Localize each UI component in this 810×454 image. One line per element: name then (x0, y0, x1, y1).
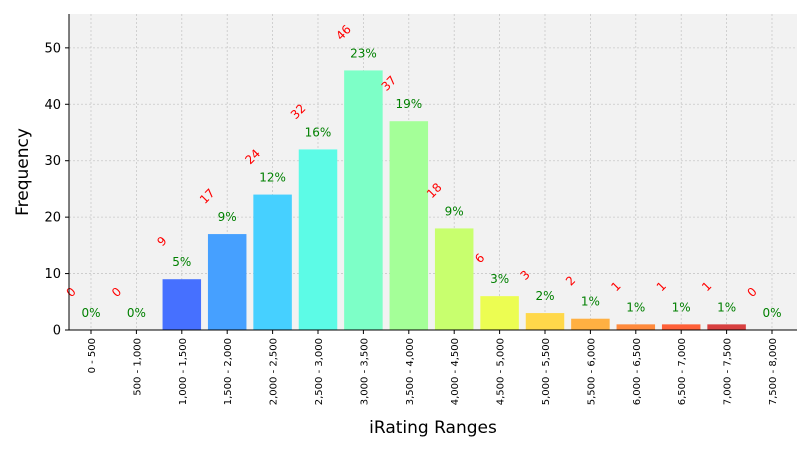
bar (434, 228, 474, 330)
percent-label: 9% (445, 204, 464, 218)
x-tick-label: 4,500 - 5,000 (496, 338, 507, 405)
bar (616, 324, 656, 330)
axes (68, 14, 797, 331)
x-tick-label: 1,500 - 2,000 (223, 338, 234, 405)
bar (162, 279, 202, 330)
y-tick-label: 50 (44, 41, 61, 56)
percent-label: 12% (259, 171, 286, 185)
percent-label: 19% (395, 97, 422, 111)
percent-label: 0% (762, 306, 781, 320)
bar (571, 318, 610, 330)
percent-label: 1% (717, 300, 736, 314)
y-axis-label: Frequency (13, 128, 33, 216)
bar (707, 324, 746, 330)
bar (480, 296, 519, 330)
y-tick-label: 10 (44, 267, 61, 282)
percent-label: 1% (581, 295, 600, 309)
x-tick-label: 2,000 - 2,500 (269, 338, 280, 405)
x-tick-label: 6,000 - 6,500 (632, 338, 643, 405)
x-tick-labels: 0 - 500 500 - 1,000 1,000 - 1,500 1,500 - 2… (87, 330, 779, 405)
bars (162, 70, 746, 330)
x-tick-label: 5,000 - 5,500 (541, 338, 552, 405)
percent-label: 2% (535, 289, 554, 303)
x-tick-label: 4,000 - 4,500 (450, 338, 461, 405)
percent-label: 9% (218, 210, 237, 224)
x-tick-label: 7,000 - 7,500 (723, 338, 734, 405)
y-tick-label: 20 (44, 211, 61, 226)
x-tick-label: 6,500 - 7,000 (677, 338, 688, 405)
percent-label: 23% (350, 46, 377, 60)
bar (389, 121, 429, 330)
y-tick-label: 40 (44, 98, 61, 113)
plot-area (69, 14, 797, 330)
x-tick-label: 1,000 - 1,500 (178, 338, 189, 405)
x-tick-label: 2,500 - 3,000 (314, 338, 325, 405)
percent-label: 1% (626, 300, 645, 314)
bar (207, 234, 247, 330)
percent-label: 1% (672, 300, 691, 314)
bar (298, 149, 338, 330)
bar (661, 324, 701, 330)
bar (344, 70, 383, 330)
y-tick-labels: 0 10 20 30 40 50 (44, 41, 69, 339)
percent-label: 5% (172, 255, 191, 269)
bar (525, 313, 565, 330)
x-tick-label: 5,500 - 6,000 (586, 338, 597, 405)
percent-label: 3% (490, 272, 509, 286)
grid-lines (69, 14, 797, 331)
percent-label: 0% (127, 306, 146, 320)
x-tick-label: 3,500 - 4,000 (405, 338, 416, 405)
x-tick-label: 7,500 - 8,000 (768, 338, 779, 405)
x-tick-label: 3,000 - 3,500 (359, 338, 370, 405)
percent-label: 0% (81, 306, 100, 320)
y-tick-label: 0 (53, 324, 61, 339)
x-tick-label: 500 - 1,000 (132, 338, 143, 396)
percent-label: 16% (305, 125, 332, 139)
y-tick-label: 30 (44, 154, 61, 169)
bar (253, 194, 292, 330)
x-axis-label: iRating Ranges (369, 418, 497, 438)
x-tick-label: 0 - 500 (87, 338, 98, 373)
